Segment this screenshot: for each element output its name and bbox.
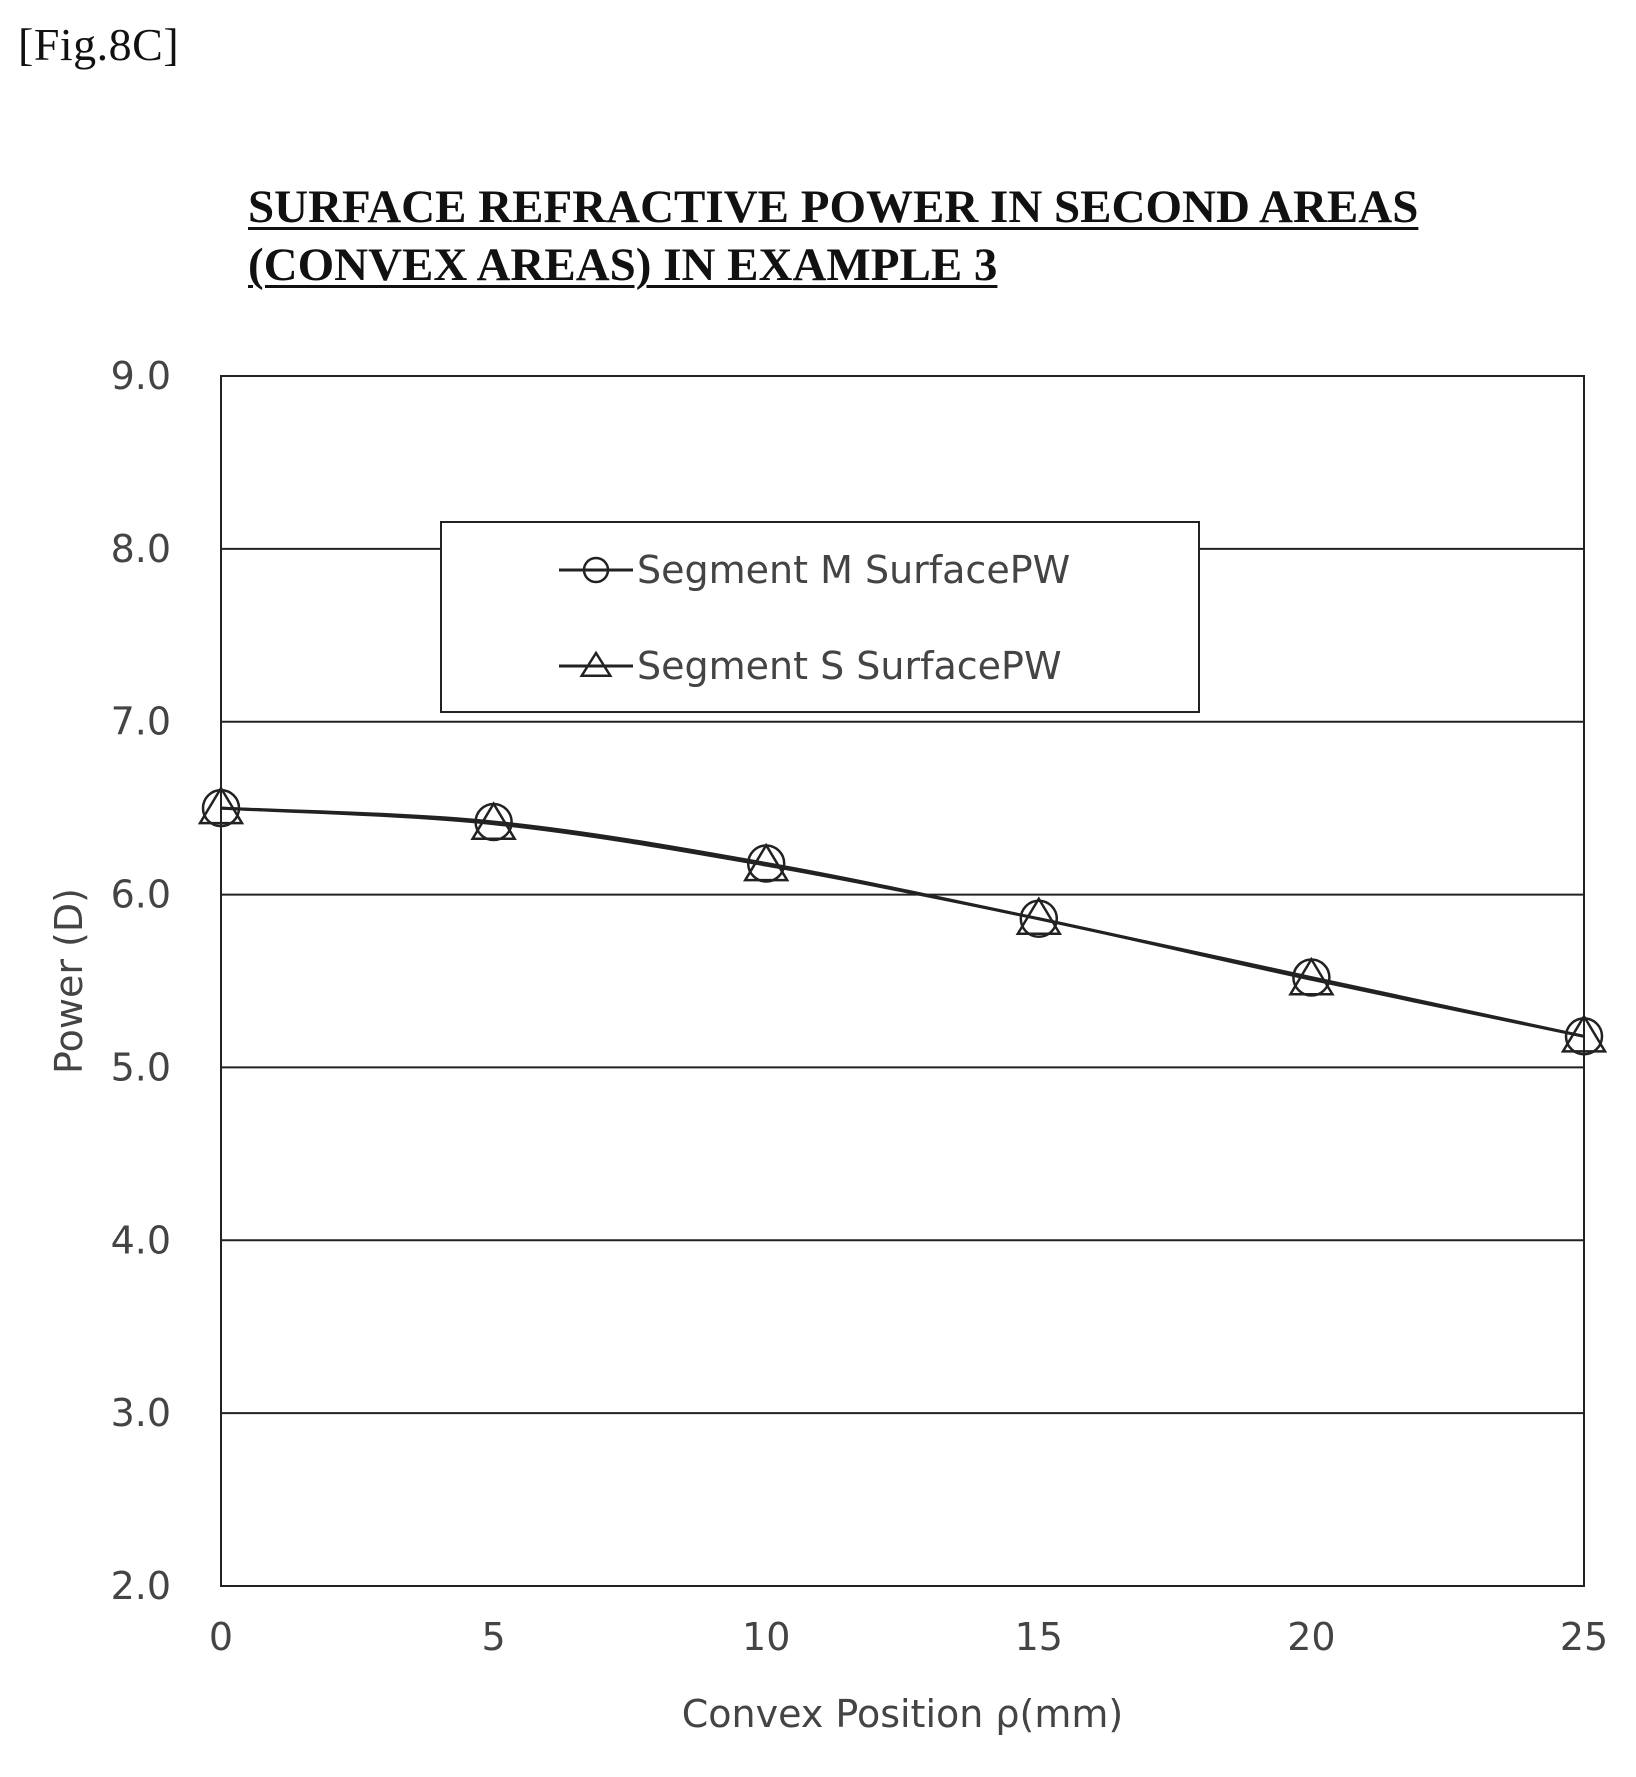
chart-title-line-2: (CONVEX AREAS) IN EXAMPLE 3 — [248, 239, 998, 291]
y-tick-label: 2.0 — [111, 1564, 171, 1608]
series-1 — [201, 788, 1604, 1056]
data-point-triangle-2 — [742, 842, 790, 882]
x-tick-label: 5 — [482, 1615, 506, 1659]
series-line-2 — [220, 806, 1585, 1038]
series-group — [197, 785, 1608, 1056]
series-2 — [197, 785, 1608, 1053]
data-point-triangle-0 — [197, 785, 245, 825]
data-point-triangle-5 — [1560, 1013, 1608, 1053]
x-tick-label: 25 — [1560, 1615, 1608, 1659]
legend-label-2: Segment S SurfacePW — [637, 644, 1062, 688]
data-point-triangle-4 — [1288, 956, 1335, 996]
x-tick-label: 15 — [1015, 1615, 1063, 1659]
legend-box — [440, 521, 1200, 713]
y-tick-label: 3.0 — [111, 1391, 171, 1435]
x-axis-ticks: 0 5 10 15 20 25 — [209, 1615, 1608, 1659]
data-point-triangle-3 — [1015, 896, 1063, 936]
y-tick-label: 7.0 — [111, 700, 171, 744]
grid-lines — [221, 547, 1584, 1415]
legend: Segment M SurfacePW Segment S SurfacePW — [440, 521, 1200, 713]
chart-title-line-1: SURFACE REFRACTIVE POWER IN SECOND AREAS — [248, 181, 1419, 233]
y-axis-label: Power (D) — [47, 888, 91, 1074]
y-tick-label: 4.0 — [111, 1218, 171, 1262]
y-tick-label: 8.0 — [111, 527, 171, 571]
legend-triangle-marker — [579, 650, 613, 677]
chart-title: SURFACE REFRACTIVE POWER IN SECOND AREAS… — [248, 178, 1578, 294]
y-tick-label: 9.0 — [111, 354, 171, 398]
y-axis-ticks: 2.0 3.0 4.0 5.0 6.0 7.0 8.0 9.0 — [111, 354, 171, 1608]
x-tick-label: 20 — [1287, 1615, 1335, 1659]
legend-circle-marker — [582, 556, 610, 584]
y-tick-label: 5.0 — [111, 1045, 171, 1089]
data-point-triangle-1 — [470, 801, 517, 840]
x-tick-label: 10 — [742, 1615, 790, 1659]
y-tick-label: 6.0 — [111, 873, 171, 917]
plot-area — [220, 375, 1585, 1587]
x-axis-label: Convex Position ρ(mm) — [682, 1692, 1123, 1736]
figure-label: [Fig.8C] — [18, 19, 180, 70]
x-tick-label: 0 — [209, 1615, 233, 1659]
series-line-1 — [220, 806, 1585, 1038]
legend-label-1: Segment M SurfacePW — [637, 548, 1070, 592]
